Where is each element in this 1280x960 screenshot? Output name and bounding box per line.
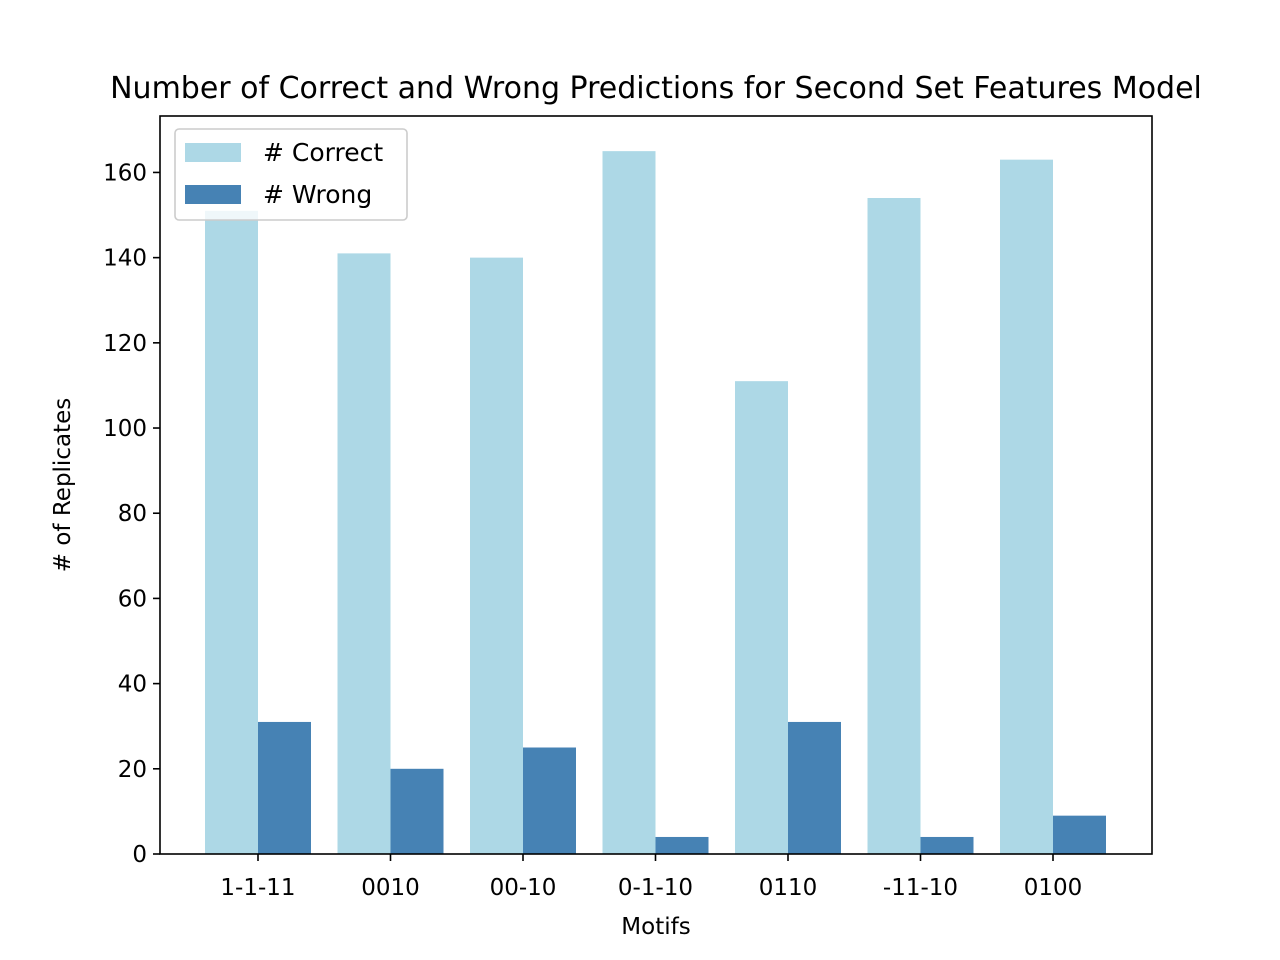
- y-tick-label: 120: [103, 331, 147, 357]
- bars-layer: [205, 151, 1106, 855]
- y-tick-label: 20: [118, 757, 147, 783]
- y-axis: 0 20 40 60 80 100 120 140 160: [103, 160, 160, 868]
- y-tick-label: 160: [103, 160, 147, 186]
- bar-correct-0: [205, 210, 258, 854]
- legend-label-1: # Wrong: [263, 180, 372, 209]
- bar-correct-4: [735, 381, 788, 854]
- legend-swatch-1: [185, 185, 241, 204]
- legend: # Correct # Wrong: [174, 128, 408, 221]
- bar-correct-5: [867, 198, 921, 854]
- legend-label-0: # Correct: [263, 138, 383, 167]
- bar-wrong-6: [1053, 815, 1106, 854]
- x-tick-label: 0110: [759, 875, 818, 901]
- bar-wrong-3: [655, 836, 709, 854]
- bar-correct-2: [470, 257, 523, 854]
- y-tick-label: 40: [118, 672, 147, 698]
- bar-wrong-4: [788, 721, 841, 854]
- bar-wrong-2: [523, 747, 576, 854]
- x-axis: 1-1-11 0010 00-10 0-1-10 0110 -11-10 0100: [220, 854, 1082, 901]
- chart-title: Number of Correct and Wrong Predictions …: [110, 71, 1202, 106]
- bar-wrong-0: [258, 721, 311, 854]
- x-tick-label: 0010: [361, 875, 420, 901]
- y-tick-label: 100: [103, 416, 147, 442]
- x-tick-label: 0100: [1024, 875, 1083, 901]
- bar-wrong-1: [390, 768, 444, 854]
- x-axis-label: Motifs: [621, 914, 690, 940]
- y-tick-label: 0: [132, 842, 147, 868]
- y-tick-label: 140: [103, 246, 147, 272]
- bar-correct-1: [337, 253, 391, 855]
- bar-wrong-5: [920, 836, 974, 854]
- x-tick-label: 1-1-11: [220, 875, 295, 901]
- bar-correct-3: [602, 151, 656, 855]
- y-tick-label: 80: [118, 501, 147, 527]
- x-tick-label: 00-10: [490, 875, 557, 901]
- legend-swatch-0: [185, 143, 241, 162]
- y-tick-label: 60: [118, 586, 147, 612]
- x-tick-label: 0-1-10: [618, 875, 693, 901]
- y-axis-label: # of Replicates: [50, 398, 76, 572]
- bar-correct-6: [1000, 159, 1053, 854]
- x-tick-label: -11-10: [883, 875, 958, 901]
